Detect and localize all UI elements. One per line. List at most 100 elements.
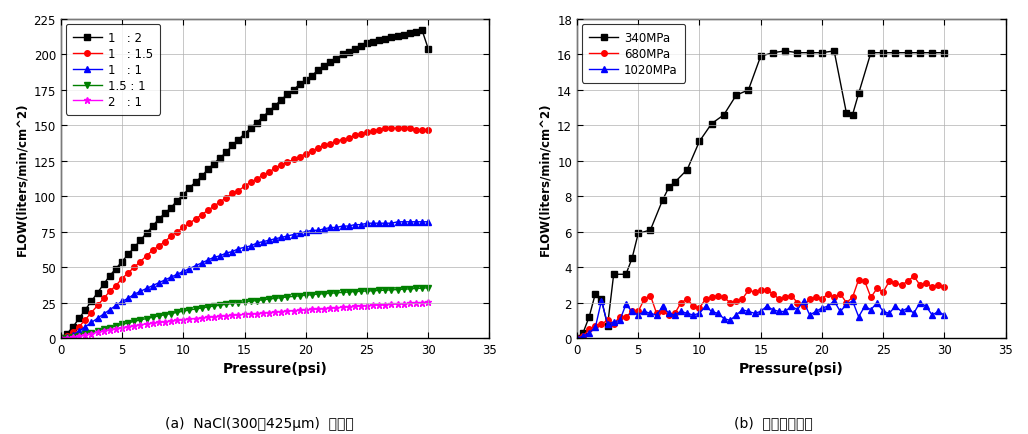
680MPa [889,281,902,286]
340MPa [804,51,816,56]
1020MPa [663,311,675,316]
340MPa [693,139,705,145]
340MPa [595,297,608,302]
Line: 1   : 1: 1 : 1 [58,220,431,341]
340MPa [852,92,865,97]
Text: (b)  분말압축성형: (b) 분말압축성형 [734,416,812,430]
Line: 2   : 1: 2 : 1 [58,299,432,342]
340MPa [840,111,852,116]
1020MPa [773,309,785,314]
340MPa [939,51,951,56]
1   : 1: (27.5, 82): 1: (27.5, 82) [392,220,404,225]
340MPa [792,51,804,56]
Line: 1.5 : 1: 1.5 : 1 [58,285,431,341]
2   : 1: (26, 23.3): 1: (26, 23.3) [373,303,386,308]
1   : 1: (0, 0): 1: (0, 0) [54,336,67,341]
1   : 2: (30, 204): 2: (30, 204) [423,47,435,52]
340MPa [730,93,742,99]
340MPa [705,122,718,127]
1   : 1: (30, 82): 1: (30, 82) [423,220,435,225]
340MPa [583,315,595,320]
1   : 1.5: (26, 147): 1.5: (26, 147) [373,128,386,133]
1020MPa [571,336,583,341]
340MPa [571,336,583,341]
1   : 2: (16, 152): 2: (16, 152) [251,121,263,126]
340MPa [877,51,889,56]
340MPa [645,228,657,233]
340MPa [608,272,620,277]
1.5 : 1: (26, 33.6): 1: (26, 33.6) [373,288,386,293]
1020MPa [651,313,663,318]
340MPa [779,49,792,54]
Text: (a)  NaCl(300～425μm)  혼합비: (a) NaCl(300～425μm) 혼합비 [164,416,354,430]
1   : 1.5: (7, 58): 1.5: (7, 58) [141,253,153,259]
Legend: 340MPa, 680MPa, 1020MPa: 340MPa, 680MPa, 1020MPa [582,25,685,84]
1   : 1.5: (30, 147): 1.5: (30, 147) [423,128,435,133]
340MPa [914,51,926,56]
340MPa [889,51,902,56]
1.5 : 1: (18, 28.5): 1: (18, 28.5) [276,296,288,301]
X-axis label: Pressure(psi): Pressure(psi) [739,362,844,376]
1   : 1.5: (10.5, 81): 1.5: (10.5, 81) [183,221,195,226]
1   : 2: (29.5, 217): 2: (29.5, 217) [416,29,429,34]
X-axis label: Pressure(psi): Pressure(psi) [223,362,328,376]
1   : 2: (10.5, 106): 2: (10.5, 106) [183,186,195,191]
340MPa [632,231,645,237]
Y-axis label: FLOW(liters/min/cm^2): FLOW(liters/min/cm^2) [539,102,551,256]
1020MPa [895,309,908,314]
1   : 2: (26, 210): 2: (26, 210) [373,39,386,44]
1   : 2: (18, 168): 2: (18, 168) [276,98,288,103]
680MPa [767,292,779,297]
1   : 1: (26, 81): 1: (26, 81) [373,221,386,226]
1   : 1.5: (16, 112): 1.5: (16, 112) [251,177,263,182]
1.5 : 1: (6, 11.8): 1: (6, 11.8) [128,319,141,324]
Legend: 1   : 2, 1   : 1.5, 1   : 1, 1.5 : 1, 2   : 1: 1 : 2, 1 : 1.5, 1 : 1, 1.5 : 1, 2 : 1 [66,25,160,115]
340MPa [663,185,675,191]
340MPa [902,51,914,56]
680MPa [571,336,583,341]
340MPa [742,88,755,93]
340MPa [626,256,638,261]
680MPa [908,274,920,279]
1   : 1.5: (6, 50): 1.5: (6, 50) [128,265,141,270]
2   : 1: (10.5, 13.5): 1: (10.5, 13.5) [183,316,195,322]
Line: 340MPa: 340MPa [575,49,947,341]
340MPa [828,49,840,54]
1   : 1: (6, 31): 1: (6, 31) [128,292,141,297]
Y-axis label: FLOW(liters/min/cm^2): FLOW(liters/min/cm^2) [15,102,28,256]
1.5 : 1: (7, 13.8): 1: (7, 13.8) [141,316,153,322]
340MPa [767,51,779,56]
680MPa [657,309,669,314]
2   : 1: (16, 17.3): 1: (16, 17.3) [251,311,263,316]
1   : 1.5: (26.5, 148): 1.5: (26.5, 148) [379,126,392,132]
340MPa [620,272,632,277]
1   : 1.5: (18, 122): 1.5: (18, 122) [276,163,288,168]
1020MPa [705,309,718,314]
340MPa [681,168,693,173]
340MPa [846,113,858,118]
2   : 1: (30, 25.5): 1: (30, 25.5) [423,299,435,305]
340MPa [816,51,829,56]
340MPa [669,180,682,185]
340MPa [589,292,601,297]
1   : 1: (16, 67): 1: (16, 67) [251,241,263,246]
1.5 : 1: (30, 35.5): 1: (30, 35.5) [423,286,435,291]
2   : 1: (18, 18.6): 1: (18, 18.6) [276,309,288,315]
1   : 1.5: (0, 0): 1.5: (0, 0) [54,336,67,341]
680MPa [699,297,711,302]
1   : 2: (7, 74): 2: (7, 74) [141,231,153,236]
340MPa [865,51,877,56]
1   : 1: (10.5, 49): 1: (10.5, 49) [183,266,195,272]
340MPa [657,198,669,203]
Line: 1   : 2: 1 : 2 [58,29,431,341]
1020MPa [798,299,810,304]
1020MPa [595,299,608,304]
Line: 1   : 1.5: 1 : 1.5 [58,126,431,341]
340MPa [577,330,589,335]
Line: 1020MPa: 1020MPa [575,299,947,341]
2   : 1: (6, 8.8): 1: (6, 8.8) [128,323,141,329]
1020MPa [939,313,951,318]
1   : 1: (18, 71): 1: (18, 71) [276,235,288,240]
340MPa [755,55,767,60]
1   : 2: (6, 64): 2: (6, 64) [128,245,141,250]
